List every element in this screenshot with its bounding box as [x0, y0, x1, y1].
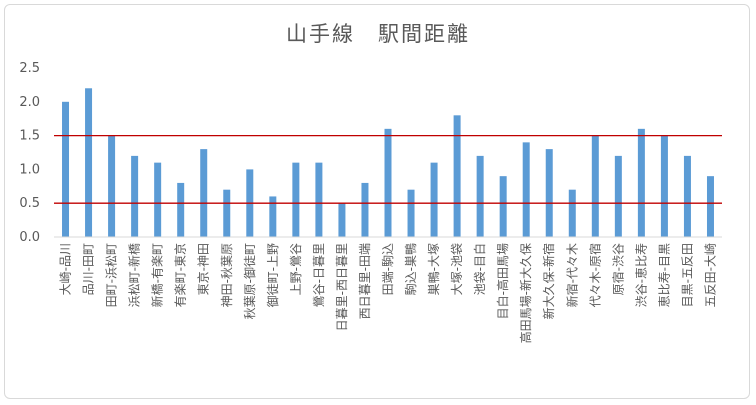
x-category-label: 田端-駒込 [381, 243, 395, 295]
x-category-label: 原宿-渋谷 [610, 243, 625, 295]
bar [315, 162, 323, 237]
bar [154, 162, 162, 237]
bar [568, 189, 576, 237]
x-category-label: 目黒-五反田 [680, 243, 694, 307]
x-category-label: 目白-高田馬場 [495, 243, 510, 319]
reference-lines [54, 134, 722, 204]
x-category-label: 御徒町-上野 [265, 243, 280, 307]
y-tick-label: 2.5 [19, 61, 40, 76]
x-category-label: 新橋-有楽町 [150, 243, 165, 307]
bar [637, 128, 645, 237]
bar [384, 128, 392, 237]
y-axis-ticks: 0.0 0.5 1.0 1.5 2.0 2.5 [19, 61, 40, 245]
bar [614, 155, 622, 237]
x-category-label: 鶯谷-日暮里 [311, 243, 326, 307]
x-category-label: 大塚-池袋 [450, 243, 464, 295]
x-category-label: 有楽町-東京 [174, 243, 188, 307]
chart-title: 山手線 駅間距離 [286, 22, 470, 46]
chart-frame [4, 4, 750, 399]
x-category-label: 上野-鶯谷 [288, 243, 303, 295]
x-category-label: 新宿-代々木 [564, 243, 579, 307]
bar [85, 88, 93, 237]
x-category-label: 大崎-品川 [59, 243, 73, 295]
bar [453, 115, 461, 237]
bar [591, 135, 599, 237]
x-category-label: 五反田-大崎 [703, 243, 717, 307]
bar [706, 176, 714, 237]
x-category-label: 巣鴨-大塚 [427, 243, 441, 295]
y-tick-label: 0.5 [19, 196, 40, 211]
x-category-label: 神田-秋葉原 [220, 243, 234, 307]
y-tick-label: 1.0 [19, 162, 40, 177]
bar [430, 162, 438, 237]
bar [108, 135, 116, 237]
x-category-label: 代々木-原宿 [587, 243, 602, 307]
bar [62, 101, 70, 237]
bar-series [62, 88, 714, 237]
x-category-label: 浜松町-新橋 [127, 243, 142, 307]
bar [683, 155, 691, 237]
x-category-label: 新大久保-新宿 [541, 243, 556, 319]
y-tick-label: 1.5 [19, 129, 40, 144]
bar [177, 182, 185, 237]
x-axis-labels: 大崎-品川 品川-田町 田町-浜松町 浜松町-新橋 新橋-有楽町 有楽町-東京 東京-神田神… [59, 243, 718, 343]
bar [131, 155, 139, 237]
bar [269, 196, 277, 237]
bar [499, 176, 507, 237]
y-tick-label: 2.0 [19, 95, 40, 110]
bar [660, 135, 668, 237]
x-category-label: 駒込-巣鴨 [404, 243, 418, 295]
x-category-label: 西日暮里-田端 [358, 243, 372, 319]
bar [200, 149, 208, 237]
bar [522, 142, 530, 237]
bar [407, 189, 415, 237]
x-category-label: 田町-浜松町 [105, 243, 119, 307]
x-category-label: 日暮里-西日暮里 [335, 243, 349, 331]
bar [476, 155, 484, 237]
bar [292, 162, 300, 237]
bar [338, 203, 346, 237]
x-category-label: 品川-田町 [82, 243, 96, 295]
bar [361, 182, 369, 237]
x-category-label: 秋葉原-御徒町 [242, 243, 257, 319]
x-category-label: 高田馬場-新大久保 [518, 243, 533, 343]
y-tick-label: 0.0 [19, 230, 40, 245]
x-category-label: 池袋-目白 [472, 243, 487, 295]
x-category-label: 恵比寿-目黒 [657, 243, 671, 307]
x-category-label: 東京-神田 [197, 243, 211, 295]
bar [223, 189, 231, 237]
x-category-label: 渋谷-恵比寿 [634, 243, 648, 307]
bar [545, 149, 553, 237]
